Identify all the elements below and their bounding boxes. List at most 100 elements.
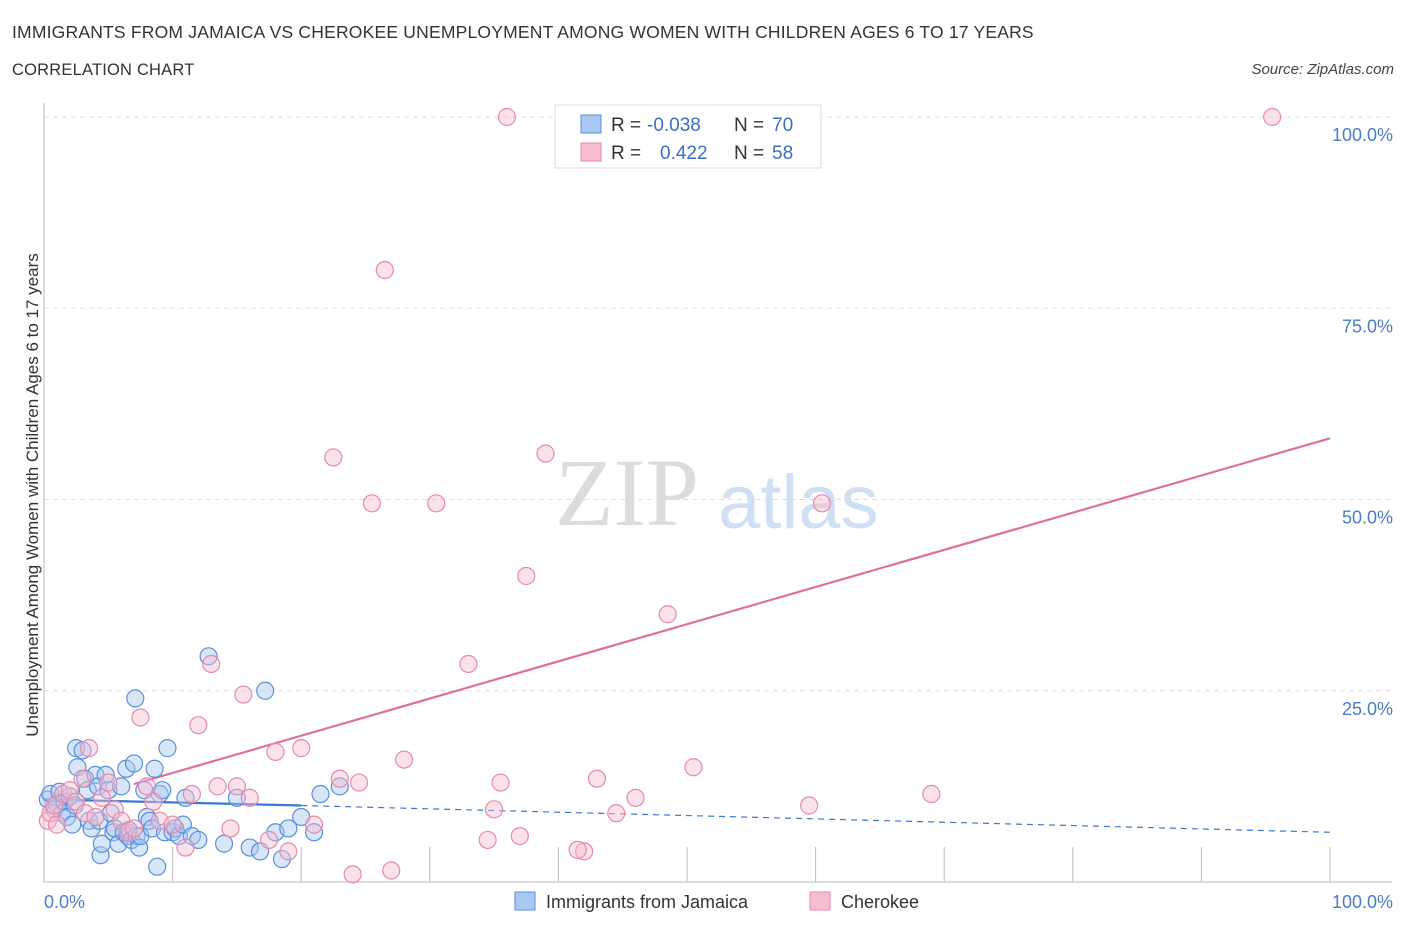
point-cherokee-58 [568, 840, 587, 859]
point-cherokee-39 [349, 773, 369, 792]
series-legend-swatch-jamaica [514, 891, 536, 911]
legend-r-label-blue: R = [611, 115, 641, 136]
series-legend-swatch-cherokee [809, 891, 831, 911]
point-cherokee-62 [658, 605, 677, 624]
point-jamaica-45 [148, 857, 167, 876]
point-cherokee-40 [362, 494, 382, 513]
point-jamaica-62 [256, 681, 275, 700]
point-cherokee-24 [189, 716, 208, 735]
point-cherokee-44 [427, 494, 446, 513]
point-cherokee-30 [240, 788, 259, 807]
point-jamaica-36 [126, 689, 145, 708]
point-cherokee-57 [812, 494, 832, 513]
point-jamaica-48 [155, 823, 174, 842]
y-tick-labels: 25.0% 50.0% 75.0% 100.0% [1332, 125, 1393, 719]
point-cherokee-37 [330, 769, 349, 788]
legend-r-value-blue: -0.038 [647, 115, 701, 136]
x-tick-labels: 0.0% 100.0% [44, 892, 1393, 912]
legend-swatch-blue [580, 114, 602, 134]
series-legend: Immigrants from Jamaica Cherokee [514, 891, 919, 912]
watermark-zip: ZIP [555, 439, 699, 546]
legend-n-value-blue: 70 [772, 115, 793, 136]
point-jamaica-21 [91, 846, 110, 865]
legend-r-label-pink: R = [611, 143, 641, 164]
point-jamaica-60 [240, 838, 259, 857]
point-cherokee-59 [800, 796, 819, 815]
point-cherokee-56 [626, 788, 645, 807]
legend-n-label-blue: N = [734, 115, 764, 136]
point-cherokee-25 [202, 654, 221, 674]
point-cherokee-29 [234, 685, 253, 704]
grid-lines [44, 116, 1392, 692]
point-cherokee-42 [382, 861, 401, 880]
point-jamaica-69 [330, 777, 349, 796]
point-cherokee-41 [375, 260, 394, 280]
point-cherokee-27 [221, 819, 240, 838]
trend-lines [43, 437, 1331, 833]
point-jamaica-68 [311, 784, 330, 804]
trend-line-cherokee [133, 437, 1331, 786]
point-cherokee-11 [92, 788, 111, 807]
point-jamaica-38 [130, 838, 149, 857]
point-cherokee-3 [47, 815, 66, 834]
point-cherokee-26 [208, 777, 227, 796]
point-cherokee-46 [478, 830, 497, 850]
point-cherokee-47 [485, 800, 504, 819]
point-cherokee-45 [459, 654, 478, 674]
y-tick-label-1: 50.0% [1342, 508, 1393, 528]
legend-swatch-pink [580, 142, 602, 162]
x-tick-label-0: 0.0% [44, 892, 85, 912]
point-cherokee-18 [137, 777, 156, 796]
point-cherokee-5 [60, 781, 79, 800]
point-cherokee-31 [259, 830, 279, 850]
point-cherokee-38 [343, 865, 362, 884]
point-cherokee-63 [684, 758, 703, 777]
legend-n-value-pink: 58 [772, 143, 793, 164]
point-cherokee-53 [575, 842, 594, 861]
point-jamaica-52 [169, 826, 189, 846]
y-tick-label-2: 75.0% [1342, 316, 1393, 336]
legend-r-value-pink: 0.422 [660, 143, 708, 164]
point-jamaica-67 [304, 823, 324, 842]
point-jamaica-58 [214, 834, 234, 853]
point-jamaica-17 [82, 819, 101, 838]
point-cherokee-48 [491, 773, 510, 792]
legend-n-label-pink: N = [734, 143, 764, 164]
y-tick-label-0: 25.0% [1342, 699, 1393, 719]
point-cherokee-51 [517, 566, 536, 586]
watermark-atlas: atlas [718, 460, 879, 545]
point-cherokee-60 [922, 784, 941, 804]
series-legend-label-cherokee: Cherokee [841, 892, 919, 912]
point-cherokee-12 [99, 773, 118, 792]
point-cherokee-54 [587, 769, 607, 788]
point-cherokee-43 [394, 750, 414, 769]
point-cherokee-55 [607, 804, 626, 823]
point-cherokee-17 [131, 708, 150, 727]
point-cherokee-19 [144, 792, 163, 811]
point-cherokee-22 [176, 838, 195, 857]
chart-subtitle: CORRELATION CHART [12, 61, 195, 79]
point-cherokee-50 [510, 826, 529, 846]
point-cherokee-35 [304, 815, 324, 834]
point-cherokee-61 [1263, 107, 1282, 127]
series-legend-label-jamaica: Immigrants from Jamaica [546, 892, 749, 912]
point-jamaica-49 [158, 739, 177, 758]
point-jamaica-35 [124, 754, 144, 773]
point-cherokee-13 [105, 800, 124, 819]
x-tick-label-1: 100.0% [1332, 892, 1393, 912]
point-cherokee-36 [324, 448, 343, 467]
axes [43, 103, 1392, 883]
point-cherokee-32 [266, 742, 285, 762]
watermark: ZIP atlas [555, 439, 879, 546]
point-cherokee-10 [86, 807, 105, 827]
stats-legend: R = -0.038 N = 70 R = 0.422 N = 58 [554, 104, 822, 169]
point-cherokee-21 [163, 815, 182, 834]
point-cherokee-28 [227, 777, 246, 796]
point-jamaica-15 [78, 781, 97, 800]
y-tick-label-3: 100.0% [1332, 125, 1393, 145]
source-note: Source: ZipAtlas.com [1251, 61, 1394, 78]
y-axis-label: Unemployment Among Women with Children A… [23, 253, 42, 737]
point-cherokee-7 [73, 769, 92, 788]
trend-line-jamaica-solid [43, 798, 302, 807]
